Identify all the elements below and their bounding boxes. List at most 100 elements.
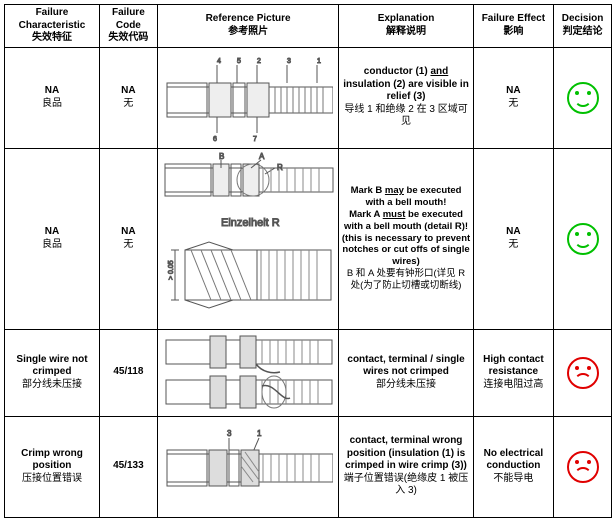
exp-en: contact, terminal wrong position (insula… — [345, 435, 467, 471]
bell-mouth-diagram-icon: B A R — [158, 149, 339, 329]
hdr-eff-en: Failure Effect — [482, 13, 545, 24]
hdr-effect: Failure Effect 影响 — [473, 5, 554, 48]
exp-underline-must: must — [383, 209, 406, 220]
cell-decision — [554, 47, 612, 148]
exp-en-1: conductor (1) — [364, 66, 431, 77]
table-row: NA 良品 NA 无 4 5 2 3 1 — [5, 47, 612, 148]
hdr-code: Failure Code 失效代码 — [99, 5, 157, 48]
wrong-position-diagram-icon: 3 1 — [160, 419, 337, 515]
hdr-code-en: Failure Code — [112, 7, 145, 31]
eff-zh: 不能导电 — [493, 473, 533, 484]
hdr-code-zh: 失效代码 — [108, 32, 148, 43]
cell-picture: B A R — [157, 148, 339, 329]
hdr-dec-zh: 判定结论 — [563, 26, 603, 37]
char-zh: 压接位置错误 — [22, 473, 82, 484]
exp-en: contact, terminal / single wires not cri… — [347, 354, 464, 378]
eff-en: NA — [506, 85, 520, 96]
cell-picture: 4 5 2 3 1 — [157, 47, 339, 148]
char-en: Single wire not crimped — [16, 354, 87, 378]
svg-text:1: 1 — [257, 429, 262, 438]
fail-face-icon — [567, 451, 599, 483]
cell-characteristic: Single wire not crimped 部分线未压接 — [5, 329, 100, 416]
hdr-eff-zh: 影响 — [503, 26, 523, 37]
cell-characteristic: NA 良品 — [5, 47, 100, 148]
table-row: Crimp wrong position 压接位置错误 45/133 3 1 — [5, 416, 612, 517]
header-row: Failure Characteristic 失效特征 Failure Code… — [5, 5, 612, 48]
hdr-decision: Decision 判定结论 — [554, 5, 612, 48]
exp-zh: 导线 1 和绝缘 2 在 3 区域可见 — [344, 104, 467, 128]
code-zh: 无 — [123, 98, 133, 109]
svg-text:3: 3 — [287, 58, 291, 65]
eff-en: No electrical conduction — [484, 448, 543, 472]
code-zh: 无 — [123, 239, 133, 250]
svg-text:> 0.05: > 0.05 — [168, 260, 175, 280]
svg-text:6: 6 — [213, 136, 217, 143]
exp-a-1: Mark A — [349, 209, 383, 220]
cell-characteristic: NA 良品 — [5, 148, 100, 329]
eff-zh: 连接电阻过高 — [483, 379, 543, 390]
exp-en-2: insulation (2) are visible in relief (3) — [343, 79, 469, 103]
char-en: NA — [45, 226, 59, 237]
code-en: NA — [121, 226, 135, 237]
svg-text:7: 7 — [253, 136, 257, 143]
table-row: NA 良品 NA 无 — [5, 148, 612, 329]
char-zh: 良品 — [42, 239, 62, 250]
cell-decision — [554, 329, 612, 416]
cell-code: NA 无 — [99, 148, 157, 329]
char-en: NA — [45, 85, 59, 96]
exp-zh: 端子位置错误(绝缘皮 1 被压入 3) — [344, 473, 468, 497]
svg-text:2: 2 — [257, 58, 261, 65]
table-row: Single wire not crimped 部分线未压接 45/118 — [5, 329, 612, 416]
cell-code: NA 无 — [99, 47, 157, 148]
cell-effect: High contact resistance 连接电阻过高 — [473, 329, 554, 416]
cell-effect: NA 无 — [473, 148, 554, 329]
exp-b-1: Mark B — [351, 185, 385, 196]
svg-text:R: R — [277, 163, 283, 172]
char-en: Crimp wrong position — [21, 448, 83, 472]
code-en: NA — [121, 85, 135, 96]
exp-zh: B 和 A 处要有钟形口(详见 R 处(为了防止切槽或切断线) — [347, 268, 465, 291]
hdr-char-en: Failure Characteristic — [19, 7, 86, 31]
char-zh: 良品 — [42, 98, 62, 109]
char-zh: 部分线未压接 — [22, 379, 82, 390]
pass-face-icon — [567, 82, 599, 114]
svg-text:A: A — [259, 152, 265, 161]
terminal-diagram-icon: 4 5 2 3 1 — [160, 50, 337, 146]
cell-explanation: contact, terminal / single wires not cri… — [339, 329, 473, 416]
hdr-explanation: Explanation 解释说明 — [339, 5, 473, 48]
exp-underline-may: may — [385, 185, 404, 196]
cell-characteristic: Crimp wrong position 压接位置错误 — [5, 416, 100, 517]
cell-picture — [157, 329, 339, 416]
svg-text:3: 3 — [227, 429, 232, 438]
svg-text:5: 5 — [237, 58, 241, 65]
hdr-pic-en: Reference Picture — [206, 13, 291, 24]
cell-explanation: contact, terminal wrong position (insula… — [339, 416, 473, 517]
svg-text:Einzelheit R: Einzelheit R — [221, 217, 280, 229]
exp-paren: (this is necessary to prevent notches or… — [342, 233, 470, 268]
cell-explanation: Mark B may be executed with a bell mouth… — [339, 148, 473, 329]
exp-underline-and: and — [430, 66, 448, 77]
svg-text:4: 4 — [217, 58, 221, 65]
cell-code: 45/133 — [99, 416, 157, 517]
eff-zh: 无 — [508, 239, 518, 250]
eff-en: High contact resistance — [483, 354, 544, 378]
svg-text:B: B — [219, 152, 224, 161]
cell-effect: NA 无 — [473, 47, 554, 148]
code: 45/118 — [113, 366, 143, 377]
pass-face-icon — [567, 223, 599, 255]
cell-code: 45/118 — [99, 329, 157, 416]
wire-not-crimped-diagram-icon — [158, 330, 339, 416]
eff-en: NA — [506, 226, 520, 237]
hdr-characteristic: Failure Characteristic 失效特征 — [5, 5, 100, 48]
exp-zh: 部分线未压接 — [376, 379, 436, 390]
fail-face-icon — [567, 357, 599, 389]
hdr-exp-zh: 解释说明 — [386, 26, 426, 37]
failure-table: Failure Characteristic 失效特征 Failure Code… — [4, 4, 612, 518]
cell-explanation: conductor (1) and insulation (2) are vis… — [339, 47, 473, 148]
hdr-exp-en: Explanation — [378, 13, 435, 24]
cell-decision — [554, 148, 612, 329]
hdr-dec-en: Decision — [562, 13, 604, 24]
cell-effect: No electrical conduction 不能导电 — [473, 416, 554, 517]
cell-picture: 3 1 — [157, 416, 339, 517]
svg-text:1: 1 — [317, 58, 321, 65]
